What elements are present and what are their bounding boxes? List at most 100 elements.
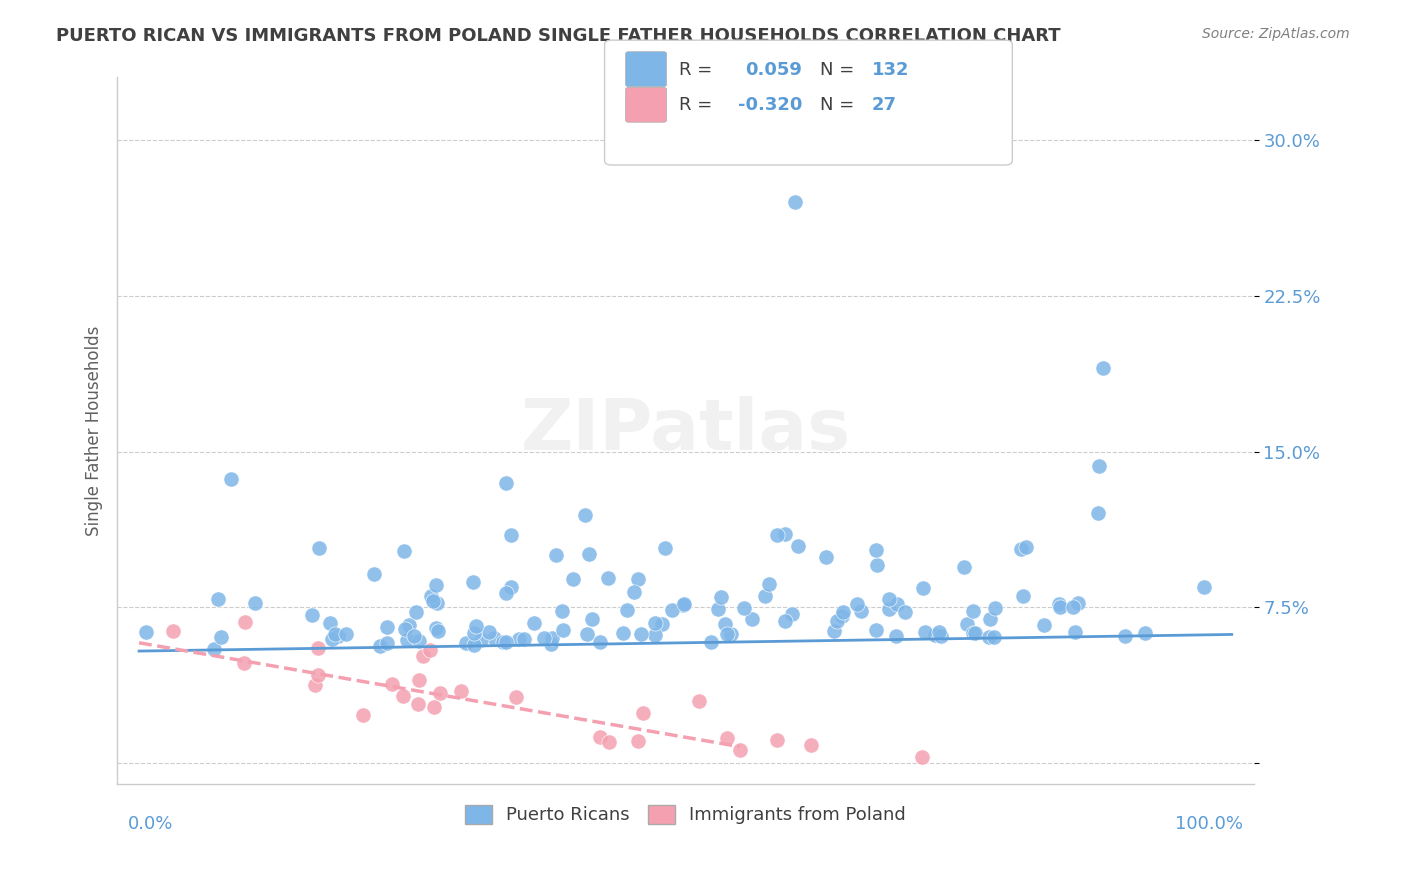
Point — [1032, 617, 1054, 632]
Point — [508, 632, 530, 646]
Point — [865, 543, 887, 558]
Point — [893, 605, 915, 619]
Point — [1087, 506, 1109, 520]
Point — [499, 580, 522, 594]
Legend: Puerto Ricans, Immigrants from Poland: Puerto Ricans, Immigrants from Poland — [457, 797, 914, 831]
Point — [304, 678, 326, 692]
Point — [700, 635, 723, 649]
Point — [612, 625, 634, 640]
Point — [983, 630, 1005, 644]
Point — [644, 615, 666, 630]
Point — [219, 472, 242, 486]
Point — [823, 624, 845, 638]
Point — [714, 616, 737, 631]
Point — [495, 475, 517, 490]
Point — [758, 576, 780, 591]
Point — [352, 708, 374, 723]
Point — [561, 572, 583, 586]
Point — [323, 627, 346, 641]
Point — [207, 592, 229, 607]
Point — [495, 586, 517, 600]
Point — [596, 571, 619, 585]
Point — [463, 639, 485, 653]
Point — [661, 603, 683, 617]
Point — [886, 597, 908, 611]
Point — [422, 594, 444, 608]
Point — [886, 629, 908, 643]
Point — [454, 636, 477, 650]
Point — [464, 619, 486, 633]
Point — [363, 567, 385, 582]
Point — [651, 616, 673, 631]
Point — [412, 648, 434, 663]
Point — [581, 612, 603, 626]
Point — [825, 614, 848, 628]
Point — [420, 589, 443, 603]
Text: Source: ZipAtlas.com: Source: ZipAtlas.com — [1202, 27, 1350, 41]
Point — [627, 734, 650, 748]
Point — [710, 590, 733, 604]
Point — [754, 590, 776, 604]
Point — [425, 620, 447, 634]
Point — [575, 626, 598, 640]
Point — [977, 630, 1000, 644]
Point — [623, 584, 645, 599]
Point — [766, 733, 789, 747]
Point — [375, 636, 398, 650]
Point — [523, 616, 546, 631]
Point — [775, 614, 797, 628]
Point — [470, 632, 492, 647]
Point — [672, 598, 695, 612]
Point — [398, 618, 420, 632]
Point — [1010, 541, 1032, 556]
Point — [654, 541, 676, 555]
Point — [733, 601, 755, 615]
Point — [866, 558, 889, 573]
Point — [773, 527, 796, 541]
Text: 0.0%: 0.0% — [128, 815, 173, 833]
Point — [716, 627, 738, 641]
Point — [1088, 458, 1111, 473]
Point — [707, 602, 730, 616]
Point — [1015, 540, 1038, 554]
Point — [630, 626, 652, 640]
Point — [425, 578, 447, 592]
Point — [911, 581, 934, 595]
Point — [877, 602, 900, 616]
Point — [787, 539, 810, 553]
Point — [540, 637, 562, 651]
Point — [381, 677, 404, 691]
Point — [766, 527, 789, 541]
Point — [574, 508, 596, 522]
Point — [1011, 590, 1033, 604]
Point — [319, 616, 342, 631]
Point — [780, 607, 803, 621]
Point — [1133, 625, 1156, 640]
Point — [644, 628, 666, 642]
Point — [800, 738, 823, 752]
Text: 100.0%: 100.0% — [1174, 815, 1243, 833]
Point — [505, 690, 527, 704]
Point — [478, 625, 501, 640]
Point — [924, 628, 946, 642]
Text: ZIPatlas: ZIPatlas — [520, 396, 851, 466]
Point — [553, 623, 575, 637]
Point — [631, 706, 654, 721]
Point — [688, 693, 710, 707]
Y-axis label: Single Father Households: Single Father Households — [86, 326, 103, 536]
Point — [368, 640, 391, 654]
Point — [426, 596, 449, 610]
Point — [984, 600, 1007, 615]
Point — [911, 750, 934, 764]
Point — [321, 632, 343, 646]
Point — [540, 631, 562, 645]
Text: PUERTO RICAN VS IMMIGRANTS FROM POLAND SINGLE FATHER HOUSEHOLDS CORRELATION CHAR: PUERTO RICAN VS IMMIGRANTS FROM POLAND S… — [56, 27, 1062, 45]
Point — [533, 631, 555, 645]
Point — [589, 731, 612, 745]
Point — [450, 684, 472, 698]
Point — [728, 742, 751, 756]
Point — [953, 560, 976, 574]
Point — [492, 635, 515, 649]
Text: 27: 27 — [872, 96, 897, 114]
Point — [1192, 580, 1215, 594]
